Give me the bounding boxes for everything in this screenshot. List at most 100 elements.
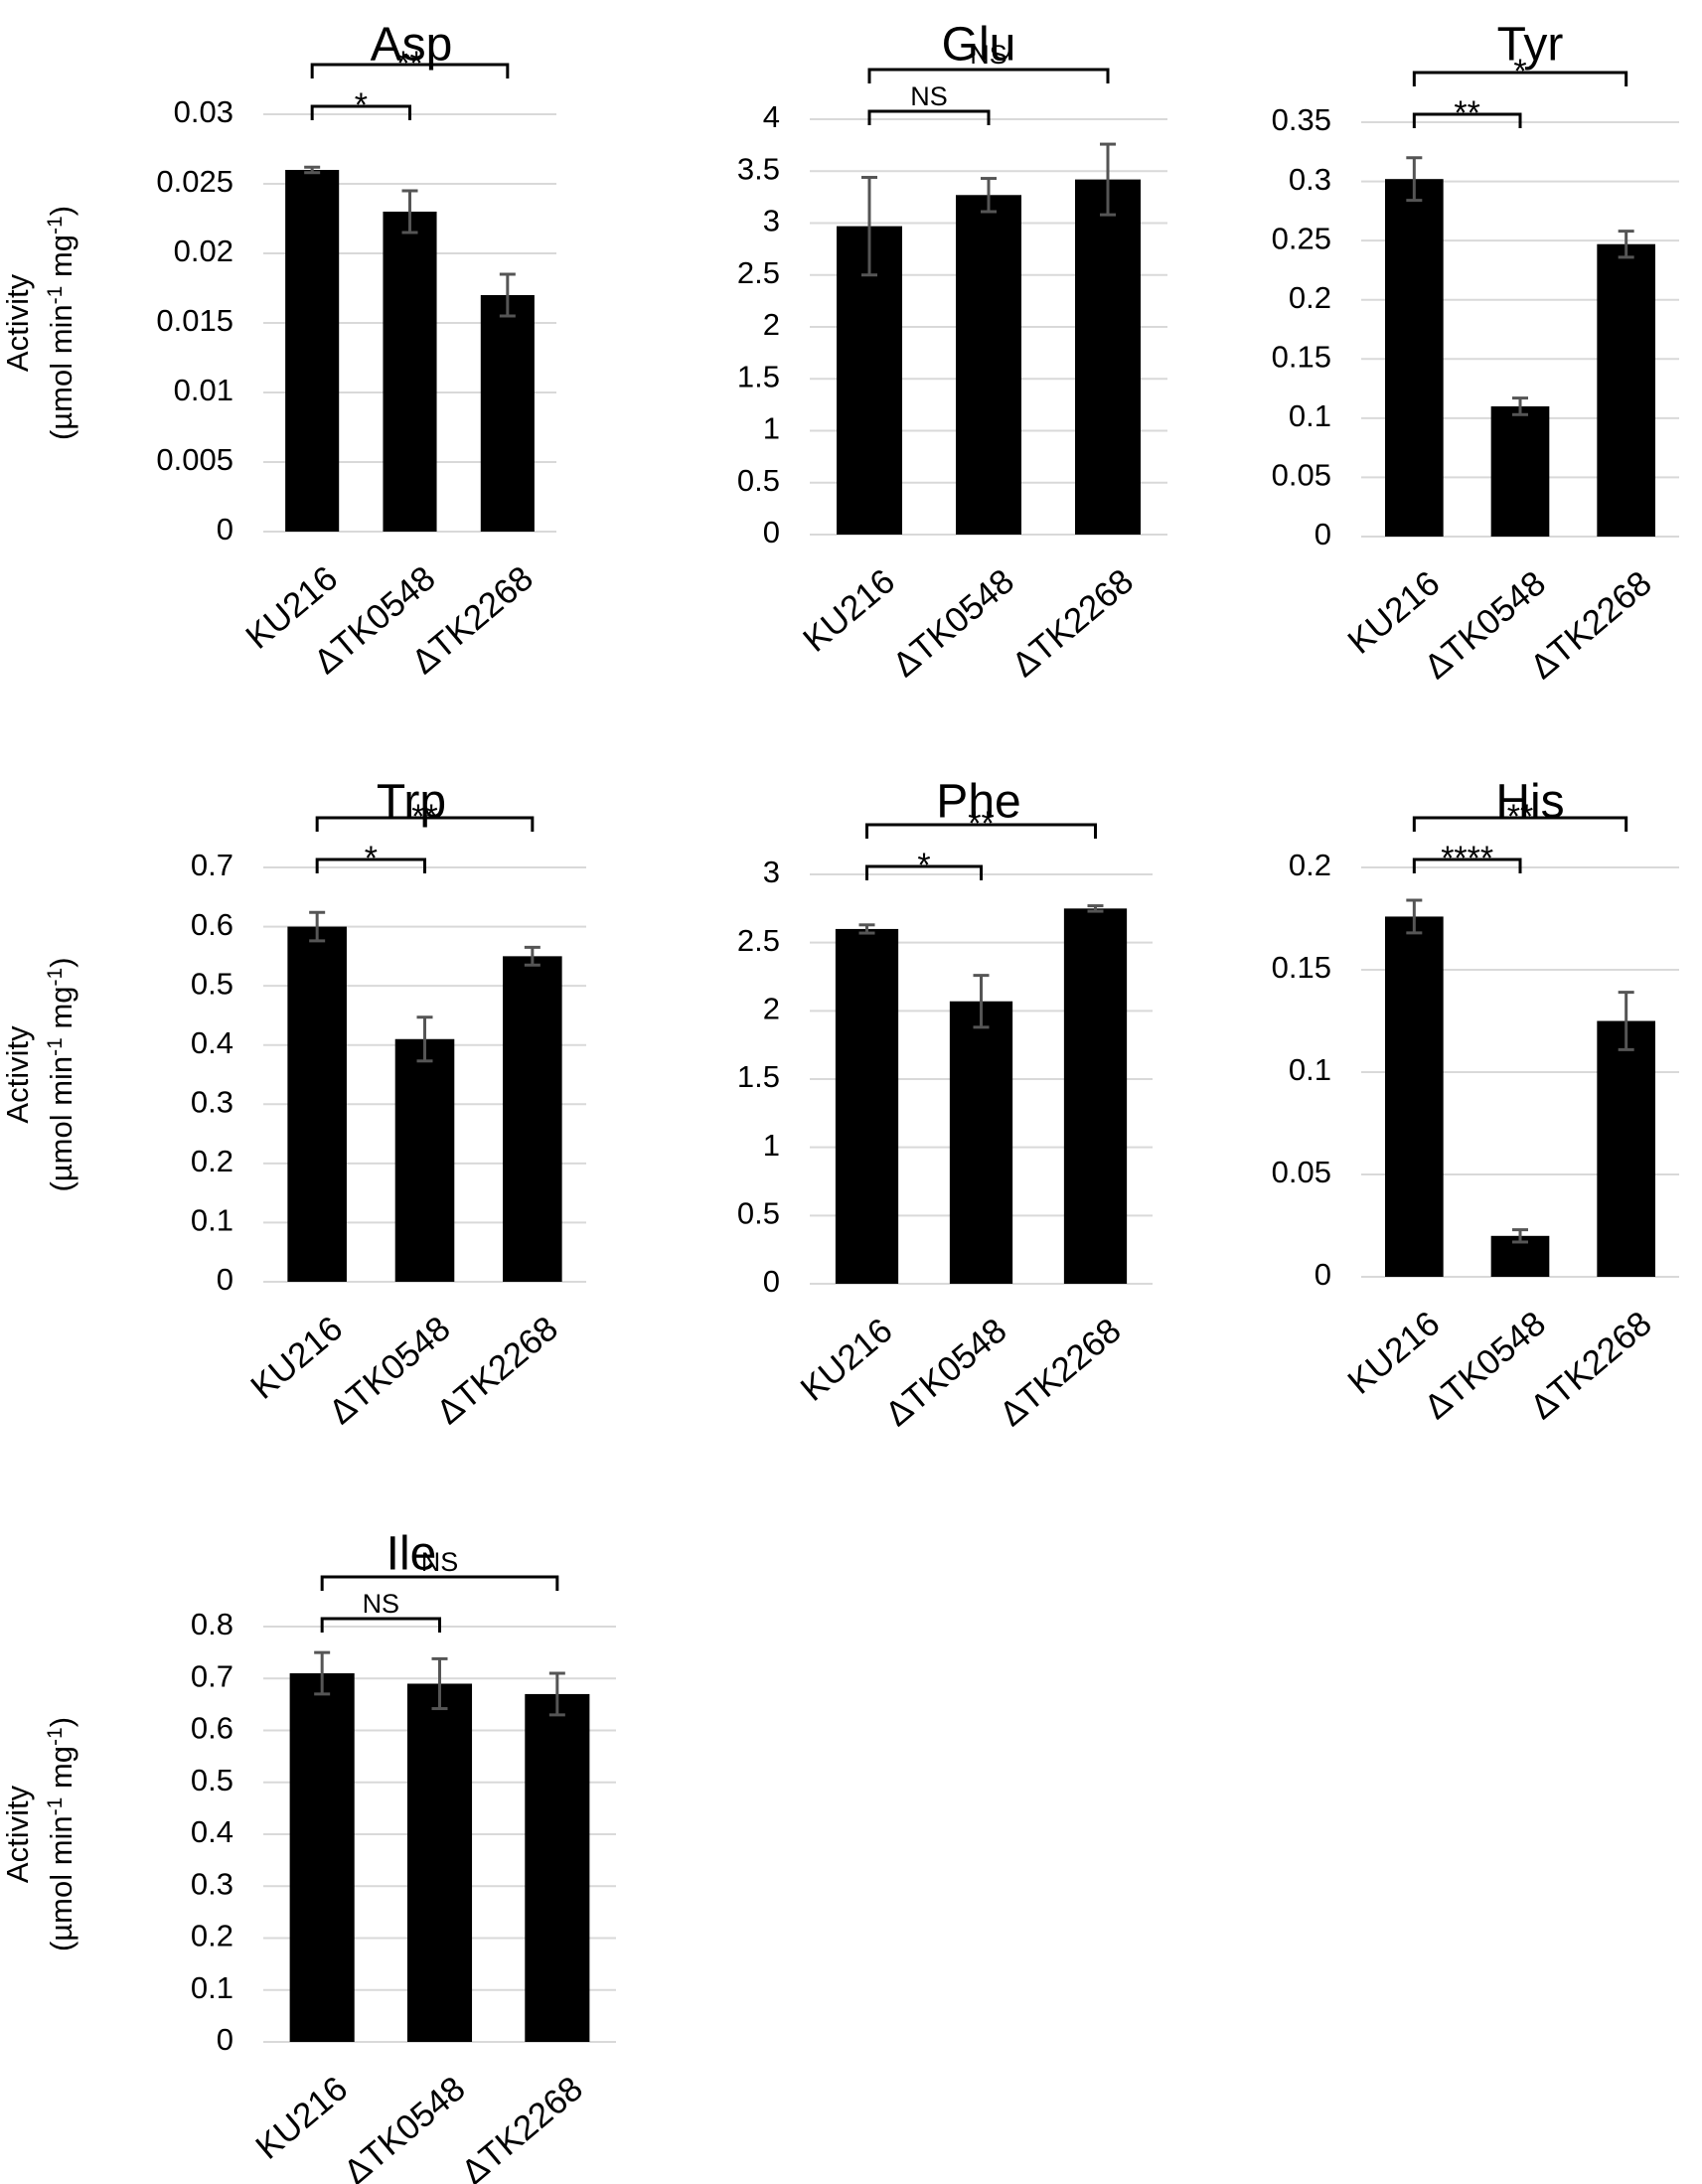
significance-label: **	[411, 798, 437, 836]
bracket-line	[315, 816, 535, 832]
bracket-line	[1412, 858, 1522, 873]
error-bar-delta-tk0548	[1512, 1228, 1528, 1244]
bar-delta-tk2268	[1063, 908, 1128, 1284]
significance-label: NS	[910, 81, 948, 111]
chart-ile: Ile 0 0.1 0.2 0.3 0.4 0.5 0.6 0.7 0.8 KU216ΔTK0548…	[0, 1528, 616, 2184]
y-tick-label: 0.35	[1272, 102, 1331, 137]
category-label: ΔTK2268	[1005, 561, 1141, 685]
error-bar-ku216	[1406, 156, 1423, 203]
significance-label: **	[1507, 798, 1533, 836]
chart-his: His00.050.10.150.2KU216ΔTK0548ΔTK2268***…	[1272, 776, 1679, 1427]
significance-label: *	[1513, 53, 1526, 90]
y-tick-label: 3.5	[737, 151, 780, 186]
y-axis-label-line1: Activity	[0, 1025, 35, 1124]
chart-title: Asp	[371, 19, 453, 72]
y-tick-label: 0.7	[191, 848, 233, 882]
y-tick-label: 0.1	[1289, 1052, 1331, 1087]
y-tick-label: 0.4	[191, 1025, 233, 1060]
y-tick-label: 0.7	[191, 1658, 233, 1693]
y-tick-label: 0.25	[1272, 221, 1331, 255]
y-tick-label: 2	[763, 992, 780, 1026]
bracket-line	[867, 109, 991, 125]
y-tick-label: 0	[217, 512, 233, 546]
error-bar-delta-tk0548	[981, 177, 997, 214]
error-bar-delta-tk2268	[499, 272, 516, 318]
error-bar-delta-tk2268	[524, 945, 541, 967]
bar-delta-tk0548	[383, 212, 437, 532]
chart-title: His	[1495, 776, 1564, 829]
bar-delta-tk0548	[1490, 405, 1550, 537]
bracket-line	[310, 104, 411, 120]
y-tick-label: 0.05	[1272, 458, 1331, 493]
y-tick-label: 0.5	[191, 1763, 233, 1797]
category-label: ΔTK2268	[993, 1311, 1129, 1434]
y-axis-label-line2: (µmol min-1 mg-1)	[44, 957, 78, 1191]
y-tick-label: 0.6	[191, 907, 233, 942]
y-tick-label: 0.2	[1289, 848, 1331, 882]
bracket-line	[1412, 112, 1522, 128]
y-tick-label: 0.5	[737, 1196, 780, 1231]
y-tick-label: 0.1	[191, 1203, 233, 1238]
y-tick-label: 0.3	[191, 1866, 233, 1901]
error-bar-delta-tk0548	[1512, 396, 1528, 416]
y-tick-label: 0.15	[1272, 950, 1331, 985]
bar-delta-tk0548	[394, 1038, 455, 1282]
chart-tyr: Tyr00.050.10.150.20.250.30.35KU216ΔTK054…	[1272, 19, 1679, 687]
y-tick-label: 1	[763, 411, 780, 446]
significance-bracket-delta-tk0548: *	[865, 847, 983, 884]
bar-ku216	[289, 1673, 355, 2042]
category-label: KU216	[794, 1311, 900, 1409]
significance-label: NS	[363, 1589, 400, 1619]
bar-delta-tk0548	[949, 1001, 1013, 1284]
bar-delta-tk2268	[1597, 243, 1655, 537]
error-bar-delta-tk0548	[401, 189, 418, 234]
significance-bracket-delta-tk0548: ****	[1412, 840, 1522, 877]
y-tick-label: 0.1	[191, 1970, 233, 2005]
significance-label: **	[968, 805, 994, 843]
y-tick-label: 0.2	[191, 1144, 233, 1178]
bar-delta-tk2268	[1075, 179, 1141, 536]
y-tick-label: 0.01	[174, 373, 233, 407]
significance-label: *	[917, 847, 930, 884]
y-tick-label: 0.2	[191, 1919, 233, 1953]
significance-bracket-delta-tk0548: *	[310, 86, 411, 124]
chart-title: Phe	[936, 776, 1020, 829]
bracket-line	[320, 1617, 441, 1633]
chart-title: Tyr	[1497, 19, 1564, 72]
bracket-line	[1412, 71, 1628, 86]
bar-delta-tk0548	[406, 1683, 473, 2042]
significance-label: NS	[970, 40, 1007, 70]
bracket-line	[865, 823, 1097, 839]
y-tick-label: 0.05	[1272, 1155, 1331, 1189]
error-bar-ku216	[858, 923, 875, 935]
y-tick-label: 0	[217, 2022, 233, 2057]
bar-delta-tk2268	[503, 956, 562, 1282]
chart-title: Trp	[377, 776, 446, 829]
y-tick-label: 0	[1315, 517, 1331, 551]
error-bar-delta-tk2268	[548, 1671, 565, 1717]
y-tick-label: 0.3	[1289, 162, 1331, 197]
y-tick-label: 0.6	[191, 1711, 233, 1746]
error-bar-delta-tk2268	[1618, 230, 1634, 259]
y-tick-label: 0	[763, 1264, 780, 1299]
bar-delta-tk2268	[480, 295, 535, 532]
y-tick-label: 2.5	[737, 255, 780, 290]
y-tick-label: 2.5	[737, 923, 780, 958]
significance-bracket-delta-tk2268: **	[310, 45, 510, 82]
error-bar-delta-tk2268	[1100, 142, 1116, 217]
chart-title: Glu	[942, 19, 1016, 72]
y-tick-label: 0.8	[191, 1607, 233, 1641]
significance-label: *	[355, 86, 368, 124]
y-tick-label: 4	[763, 99, 780, 134]
error-bar-ku216	[861, 176, 877, 277]
y-tick-label: 0.015	[156, 303, 233, 338]
significance-label: *	[365, 840, 378, 877]
y-tick-label: 2	[763, 307, 780, 342]
bracket-line	[867, 68, 1110, 83]
y-tick-label: 0	[217, 1262, 233, 1297]
category-label: ΔTK2268	[454, 2069, 590, 2184]
y-axis-label-line2: (µmol min-1 mg-1)	[44, 1717, 78, 1951]
significance-label: **	[396, 45, 422, 82]
y-axis-label-line2: (µmol min-1 mg-1)	[44, 206, 78, 440]
